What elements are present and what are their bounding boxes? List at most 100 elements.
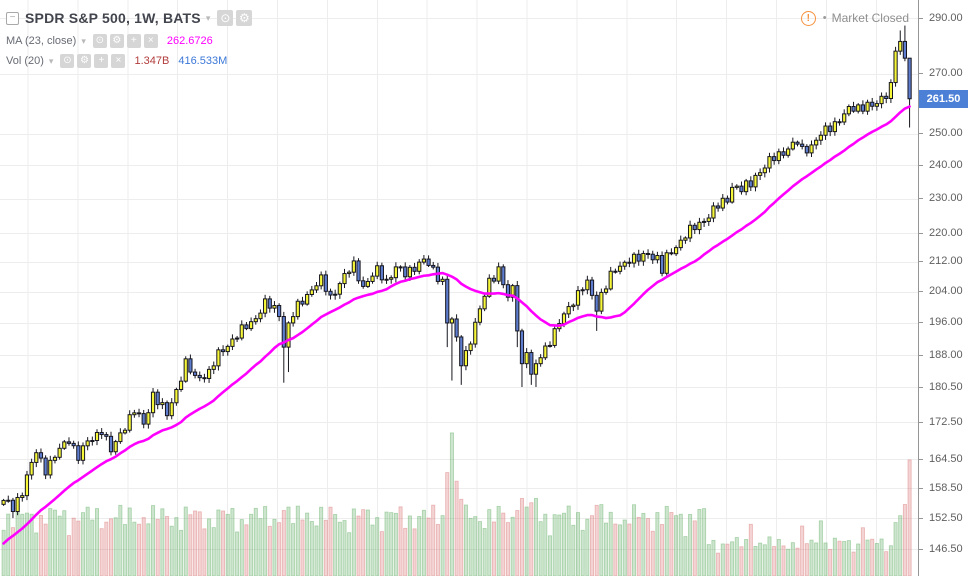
volume-bar: [431, 504, 436, 576]
volume-bar: [267, 525, 272, 576]
volume-bar: [613, 523, 618, 576]
volume-bar: [482, 528, 487, 576]
volume-bar: [384, 511, 389, 576]
candle-body: [356, 260, 361, 282]
volume-bar: [538, 521, 543, 576]
market-status: ! • Market Closed: [800, 10, 909, 26]
symbol-title[interactable]: SPDR S&P 500, 1W, BATS: [25, 10, 201, 26]
volume-bar: [660, 524, 665, 576]
volume-visibility-icon[interactable]: ⊙: [60, 54, 75, 68]
volume-bar: [183, 506, 188, 576]
candle-body: [43, 457, 48, 476]
volume-bar: [496, 505, 501, 576]
candle-body: [99, 431, 104, 436]
price-axis-label: 230.00: [929, 192, 963, 205]
axis-tick: [919, 164, 923, 166]
volume-bar: [230, 508, 235, 576]
volume-indicator-row: Vol (20) ▾ ⊙ ⚙ + × 1.347B 416.533M: [6, 51, 252, 71]
volume-bar: [837, 540, 842, 576]
candle-body: [90, 440, 95, 443]
volume-bar: [323, 519, 328, 576]
candle-body: [235, 337, 240, 340]
volume-bar: [57, 515, 62, 576]
axis-tick: [919, 133, 923, 135]
symbol-settings-icon[interactable]: ⚙: [236, 10, 253, 26]
price-axis-label: 240.00: [929, 158, 963, 171]
volume-add-icon[interactable]: +: [94, 54, 109, 68]
volume-bar: [636, 516, 641, 576]
candle-body: [323, 274, 328, 292]
ma-visibility-icon[interactable]: ⊙: [92, 34, 107, 48]
volume-bar: [277, 522, 282, 576]
volume-bar: [426, 517, 431, 576]
volume-indicator-label[interactable]: Vol (20): [6, 55, 44, 67]
candle-body: [856, 104, 861, 112]
last-price-badge: 261.50: [919, 89, 968, 108]
ma-indicator-label[interactable]: MA (23, close): [6, 35, 77, 47]
alert-icon[interactable]: !: [800, 10, 816, 26]
candle-body: [6, 499, 11, 502]
volume-settings-icon[interactable]: ⚙: [77, 54, 92, 68]
volume-bar: [580, 529, 585, 576]
candle-body: [309, 289, 314, 296]
candle-body: [860, 104, 865, 112]
candle-body: [24, 474, 30, 497]
candle-body: [253, 318, 258, 323]
ma-add-icon[interactable]: +: [126, 34, 141, 48]
candle-body: [832, 121, 837, 133]
volume-bar: [253, 507, 258, 576]
volume-bar: [445, 472, 450, 576]
candle-body: [141, 413, 146, 425]
ma-remove-icon[interactable]: ×: [143, 34, 158, 48]
volume-bar: [814, 542, 819, 576]
volume-bar: [487, 509, 492, 576]
price-axis-label: 220.00: [929, 226, 963, 239]
volume-bar: [258, 518, 263, 576]
volume-bar: [281, 510, 286, 576]
candle-body: [566, 306, 571, 315]
symbol-legend-row: − SPDR S&P 500, 1W, BATS ▾ ⊙ ⚙: [6, 6, 253, 30]
volume-bar: [870, 538, 875, 576]
volume-bar: [165, 516, 170, 576]
volume-bar: [95, 508, 100, 576]
volume-bar: [417, 516, 422, 576]
volume-bar: [151, 505, 156, 576]
collapse-legend-icon[interactable]: −: [6, 11, 19, 25]
candle-body: [52, 456, 58, 461]
candle-body: [38, 452, 44, 459]
ma-settings-icon[interactable]: ⚙: [109, 34, 124, 48]
candle-body: [426, 258, 431, 266]
candle-body: [206, 368, 212, 379]
candle-body: [851, 106, 856, 112]
volume-bar: [879, 538, 884, 576]
volume-bar: [463, 504, 468, 576]
ma-dropdown-caret-icon[interactable]: ▾: [81, 35, 86, 46]
volume-dropdown-caret-icon[interactable]: ▾: [48, 55, 54, 66]
candle-body: [71, 442, 76, 447]
volume-remove-icon[interactable]: ×: [111, 54, 126, 68]
candle-body: [505, 284, 511, 298]
volume-bar: [898, 515, 903, 576]
candle-body: [132, 412, 137, 416]
candle-body: [48, 459, 53, 476]
volume-bar: [519, 498, 524, 576]
price-axis-label: 204.00: [929, 285, 963, 298]
volume-bar: [244, 524, 249, 576]
candle-body: [57, 447, 62, 458]
axis-tick: [919, 386, 923, 388]
candle-body: [814, 139, 819, 146]
volume-bar: [43, 523, 48, 576]
volume-bar: [291, 523, 296, 576]
axis-tick: [919, 322, 923, 324]
candle-body: [659, 255, 665, 274]
candle-body: [543, 345, 548, 359]
symbol-dropdown-caret-icon[interactable]: ▾: [205, 12, 211, 23]
candle-body: [389, 277, 394, 280]
candle-body: [510, 285, 515, 298]
price-axis[interactable]: 261.50 290.00 270.00 250.00 240.00 230.00 220…: [918, 0, 973, 576]
volume-bar: [590, 515, 595, 576]
symbol-visibility-icon[interactable]: ⊙: [217, 10, 234, 26]
volume-bar: [85, 506, 90, 576]
